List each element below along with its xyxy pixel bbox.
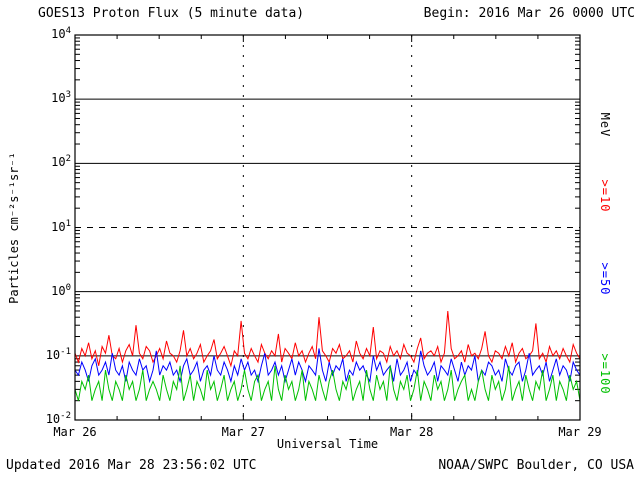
x-tick-label: Mar 26 [53,425,97,439]
right-axis-label-mev: MeV [598,112,612,138]
y-tick-label: 10-2 [45,411,71,426]
y-tick-label: 101 [51,218,71,234]
y-axis-label: Particles cm⁻²s⁻¹sr⁻¹ [7,152,21,304]
source-credit: NOAA/SWPC Boulder, CO USA [438,458,634,473]
x-axis-label: Universal Time [276,437,379,451]
y-tick-label: 100 [51,282,71,298]
series-line--100-mev [74,365,581,401]
x-tick-label: Mar 28 [389,425,434,439]
series-line--50-mev [74,348,581,384]
right-axis-label-100: >=100 [598,353,612,395]
plot-border [74,34,581,421]
begin-timestamp: Begin: 2016 Mar 26 0000 UTC [423,6,635,21]
x-tick-label: Mar 27 [221,425,265,439]
y-tick-label: 102 [51,154,71,170]
right-axis-label-50: >=50 [598,262,612,296]
updated-timestamp: Updated 2016 Mar 28 23:56:02 UTC [6,458,257,473]
series-line--10-mev [74,310,581,368]
right-axis-label-10: >=10 [598,179,612,213]
y-tick-label: 10-1 [45,346,71,362]
y-tick-label: 104 [51,26,71,41]
x-tick-label: Mar 29 [558,425,602,439]
y-tick-label: 103 [51,90,71,106]
chart-title: GOES13 Proton Flux (5 minute data) [38,6,305,21]
